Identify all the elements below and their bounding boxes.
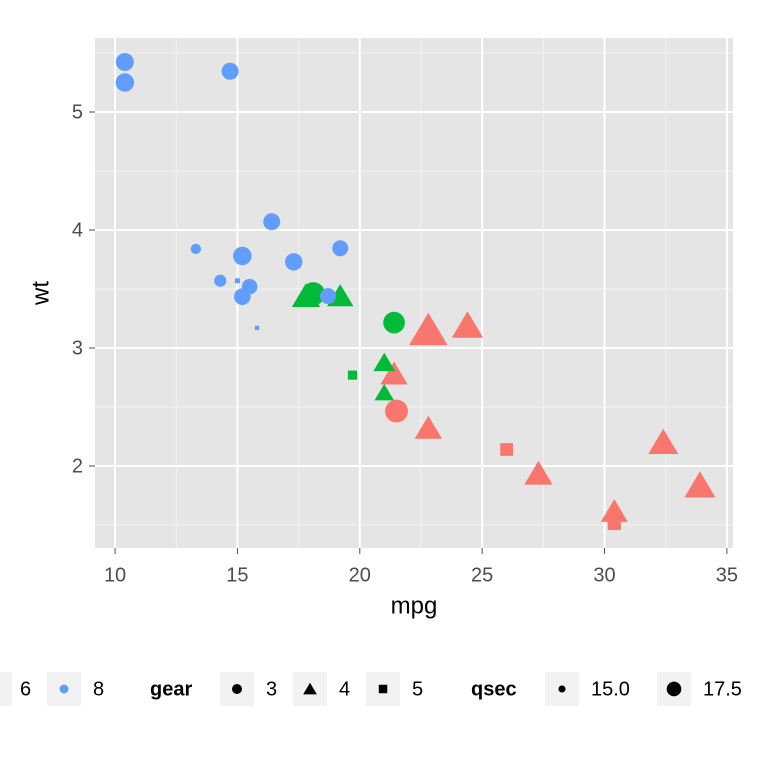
legend-label: 15.0 xyxy=(591,678,630,700)
y-tick-label: 3 xyxy=(72,337,83,359)
point xyxy=(380,361,408,385)
point xyxy=(409,312,448,346)
legend: 6 8 gear 3 4 5 qsec 15.0 17.5 xyxy=(0,672,742,706)
point xyxy=(115,52,134,71)
x-tick-label: 10 xyxy=(104,564,126,586)
point xyxy=(234,278,240,284)
legend-label: 8 xyxy=(93,678,104,700)
legend-key xyxy=(0,672,12,706)
point xyxy=(684,471,716,498)
point xyxy=(374,383,395,401)
point xyxy=(332,240,349,257)
point xyxy=(500,443,513,456)
x-axis-title: mpg xyxy=(391,592,438,619)
grid xyxy=(95,38,733,548)
point xyxy=(254,325,260,331)
legend-label: 6 xyxy=(20,678,31,700)
point xyxy=(607,516,621,531)
legend-title: gear xyxy=(150,678,192,700)
point xyxy=(373,352,396,372)
x-tick-label: 20 xyxy=(349,564,371,586)
point xyxy=(648,428,679,454)
x-tick-label: 30 xyxy=(593,564,615,586)
legend-symbol xyxy=(232,684,242,694)
point xyxy=(221,62,239,80)
point xyxy=(233,246,252,266)
point xyxy=(190,243,202,255)
legend-label: 5 xyxy=(412,678,423,700)
point xyxy=(233,288,251,305)
point xyxy=(291,283,321,307)
point xyxy=(115,73,135,92)
x-tick-label: 15 xyxy=(226,564,248,586)
points xyxy=(115,52,716,531)
legend-label: 17.5 xyxy=(703,678,742,700)
point xyxy=(600,499,628,522)
legend-symbol xyxy=(303,682,317,695)
point xyxy=(524,460,553,485)
point xyxy=(320,288,336,305)
point xyxy=(214,274,227,287)
point xyxy=(414,415,443,439)
point xyxy=(451,311,484,338)
axes: 10 15 20 25 30 35 2 3 4 5 xyxy=(72,101,738,586)
legend-title: qsec xyxy=(471,678,517,700)
x-tick-label: 25 xyxy=(471,564,493,586)
point xyxy=(263,213,281,231)
legend-symbol xyxy=(558,685,566,693)
point xyxy=(385,399,408,423)
y-tick-label: 4 xyxy=(72,219,83,241)
point xyxy=(347,370,358,380)
legend-label: 3 xyxy=(266,678,277,700)
legend-symbol xyxy=(666,681,682,697)
legend-symbol xyxy=(59,684,69,694)
y-axis-title: wt xyxy=(27,281,54,306)
legend-label: 4 xyxy=(339,678,350,700)
panel xyxy=(95,38,733,548)
legend-symbol xyxy=(378,684,388,694)
point xyxy=(383,311,405,334)
y-tick-label: 5 xyxy=(72,101,83,123)
x-tick-label: 35 xyxy=(716,564,738,586)
y-tick-label: 2 xyxy=(72,455,83,477)
point xyxy=(284,253,303,271)
